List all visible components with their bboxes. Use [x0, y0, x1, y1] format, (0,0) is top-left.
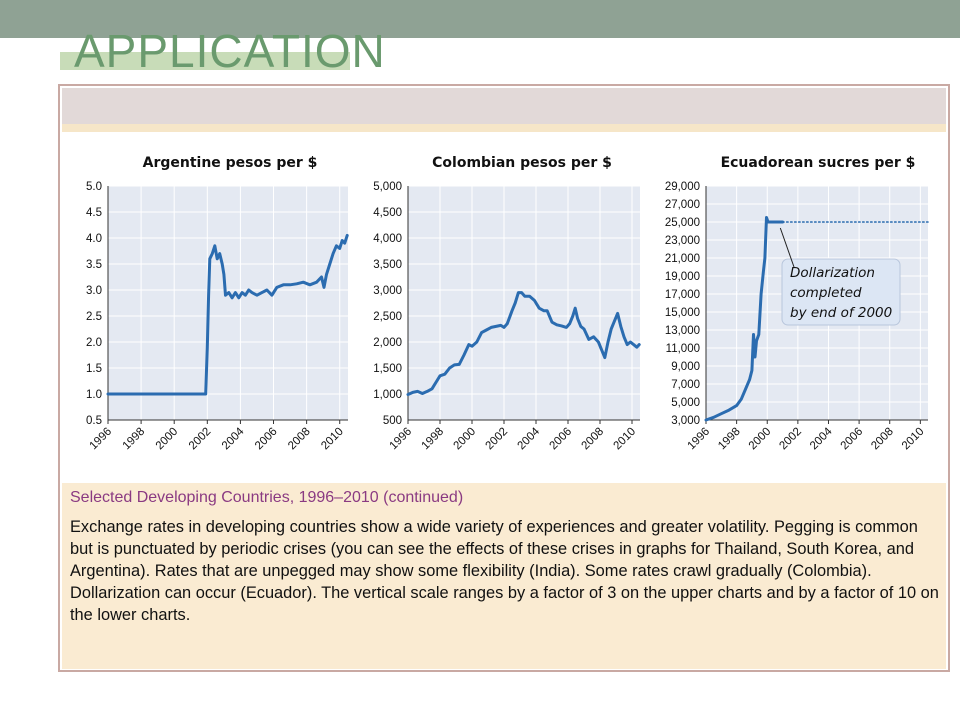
x-tick-label: 2010 — [900, 426, 927, 453]
chart-title: Colombian pesos per $ — [432, 155, 612, 171]
y-tick-label: 9,000 — [671, 361, 700, 373]
annotation-text: completed — [790, 285, 862, 301]
x-tick-label: 2010 — [319, 426, 346, 453]
y-tick-label: 2,000 — [373, 337, 402, 349]
y-tick-label: 4,500 — [373, 207, 402, 219]
y-tick-label: 5,000 — [373, 181, 402, 193]
y-tick-label: 1.0 — [86, 389, 102, 401]
slide-title: APPLICATION — [74, 25, 386, 77]
y-tick-label: 4.0 — [86, 233, 102, 245]
y-tick-label: 23,000 — [665, 235, 700, 247]
x-tick-label: 1998 — [716, 426, 743, 453]
x-tick-label: 2002 — [777, 426, 804, 453]
caption-title: Selected Developing Countries, 1996–2010… — [70, 489, 464, 506]
chart-title: Argentine pesos per $ — [143, 155, 318, 171]
y-tick-label: 13,000 — [665, 325, 700, 337]
y-tick-label: 3.0 — [86, 285, 102, 297]
x-tick-label: 2004 — [220, 425, 247, 452]
y-tick-label: 7,000 — [671, 379, 700, 391]
y-tick-label: 4,000 — [373, 233, 402, 245]
annotation-text: by end of 2000 — [790, 305, 892, 321]
annotation-leader — [779, 227, 795, 268]
figure-header-strip — [62, 124, 946, 132]
y-tick-label: 17,000 — [665, 289, 700, 301]
x-tick-label: 2002 — [484, 426, 511, 453]
x-tick-label: 2002 — [187, 426, 214, 453]
x-tick-label: 2008 — [869, 426, 896, 453]
title-underline — [60, 52, 350, 70]
y-tick-label: 21,000 — [665, 253, 700, 265]
plot-area — [108, 186, 348, 420]
y-tick-label: 3,000 — [671, 415, 700, 427]
x-tick-label: 1996 — [88, 426, 115, 453]
y-tick-label: 1,500 — [373, 363, 402, 375]
y-tick-label: 3,500 — [373, 259, 402, 271]
y-tick-label: 2,500 — [373, 311, 402, 323]
x-tick-label: 2008 — [286, 426, 313, 453]
y-tick-label: 0.5 — [86, 415, 102, 427]
y-tick-label: 1.5 — [86, 363, 102, 375]
x-tick-label: 2008 — [580, 426, 607, 453]
y-tick-label: 15,000 — [665, 307, 700, 319]
y-tick-label: 27,000 — [665, 199, 700, 211]
x-tick-label: 2010 — [612, 426, 639, 453]
y-tick-label: 5,000 — [671, 397, 700, 409]
annotation-box — [781, 258, 901, 326]
y-tick-label: 2.5 — [86, 311, 102, 323]
y-tick-label: 29,000 — [665, 181, 700, 193]
y-tick-label: 5.0 — [86, 181, 102, 193]
top-bar — [0, 0, 960, 38]
series-line — [406, 291, 641, 396]
y-tick-label: 11,000 — [666, 343, 700, 355]
x-tick-label: 2006 — [839, 426, 866, 453]
x-tick-label: 2006 — [548, 426, 575, 453]
y-tick-label: 2.0 — [86, 337, 102, 349]
y-tick-label: 19,000 — [665, 271, 700, 283]
y-tick-label: 4.5 — [86, 207, 102, 219]
annotation-text: Dollarization — [790, 265, 875, 281]
x-tick-label: 2000 — [452, 426, 479, 453]
caption-box — [62, 483, 946, 669]
x-tick-label: 2004 — [516, 425, 543, 452]
chart-3: 3,000 5,000 7,000 9,000 11,000 13,000 15,000 17… — [665, 155, 929, 453]
caption-body: Exchange rates in developing countries s… — [70, 518, 939, 624]
plot-area — [408, 186, 640, 420]
series-line — [704, 216, 785, 422]
y-tick-label: 3.5 — [86, 259, 102, 271]
x-tick-label: 1996 — [388, 426, 415, 453]
x-tick-label: 1996 — [686, 426, 713, 453]
y-tick-label: 1,000 — [373, 389, 402, 401]
chart-2: 500 1,000 1,500 2,000 2,500 3,000 3,500 4,000 4,… — [373, 155, 641, 453]
series-line — [106, 233, 349, 396]
x-tick-label: 2000 — [747, 426, 774, 453]
x-tick-label: 2006 — [253, 426, 280, 453]
x-tick-label: 2004 — [808, 425, 835, 452]
figure-header-bar — [62, 88, 946, 124]
y-tick-label: 25,000 — [665, 217, 700, 229]
x-tick-label: 2000 — [154, 426, 181, 453]
x-tick-label: 1998 — [121, 426, 148, 453]
chart-title: Ecuadorean sucres per $ — [721, 155, 916, 171]
y-tick-label: 500 — [383, 415, 402, 427]
y-tick-label: 3,000 — [373, 285, 402, 297]
x-tick-label: 1998 — [420, 426, 447, 453]
